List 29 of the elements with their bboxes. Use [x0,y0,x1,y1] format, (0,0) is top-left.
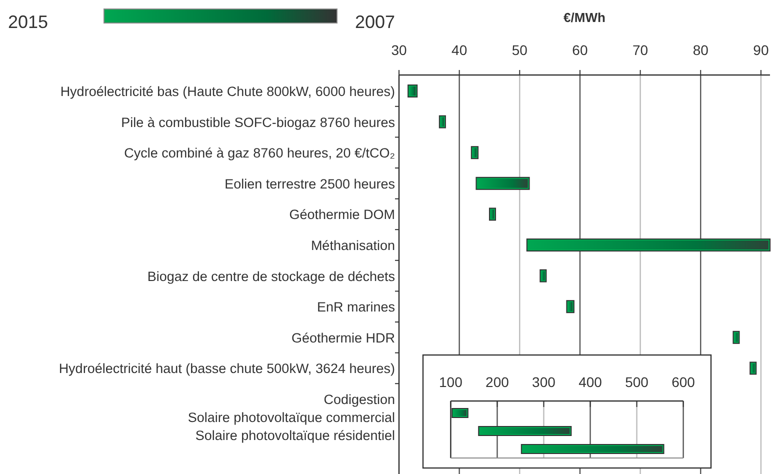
x-tick-label: 400 [578,374,602,390]
y-tick-label: Cycle combiné à gaz 8760 heures, 20 €/tCO₂ [124,146,395,161]
y-tick-label: Hydroélectricité bas (Haute Chute 800kW, 6000 heures) [60,84,395,99]
y-tick-label: Eolien terrestre 2500 heures [224,176,396,192]
y-tick-label: Géothermie DOM [289,207,395,222]
y-tick-label: Codigestion [324,392,395,407]
x-tick-label: 100 [439,374,463,390]
x-tick-label: 50 [512,42,528,58]
x-tick-label: 90 [753,42,769,58]
y-tick-label: Solaire photovoltaïque commercial [188,410,395,425]
y-tick-label: Pile à combustible SOFC-biogaz 8760 heures [121,114,396,130]
y-tick-label: EnR marines [316,300,396,315]
x-tick-label: 30 [391,42,407,58]
text: 2015 [8,12,48,32]
text: 2007 [355,12,396,32]
x-tick-label: 300 [532,374,556,390]
y-tick-label: Biogaz de centre de stockage de déchets [147,268,396,284]
x-tick-label: 500 [625,374,649,390]
x-tick-label: 80 [692,42,709,58]
x-tick-label: 600 [672,374,696,390]
x-tick-label: 40 [452,42,468,58]
x-tick-label: 70 [632,42,648,58]
x-axis-title: €/MWh [564,10,606,25]
x-tick-label: 200 [486,374,510,390]
y-tick-label: Solaire photovoltaïque résidentiel [195,428,395,443]
y-tick-label: Hydroélectricité haut (basse chute 500kW, 3624 heures) [58,361,395,376]
y-tick-label: Méthanisation [310,238,395,253]
x-tick-label: 60 [572,42,588,58]
y-tick-label: Géothermie HDR [291,330,396,346]
